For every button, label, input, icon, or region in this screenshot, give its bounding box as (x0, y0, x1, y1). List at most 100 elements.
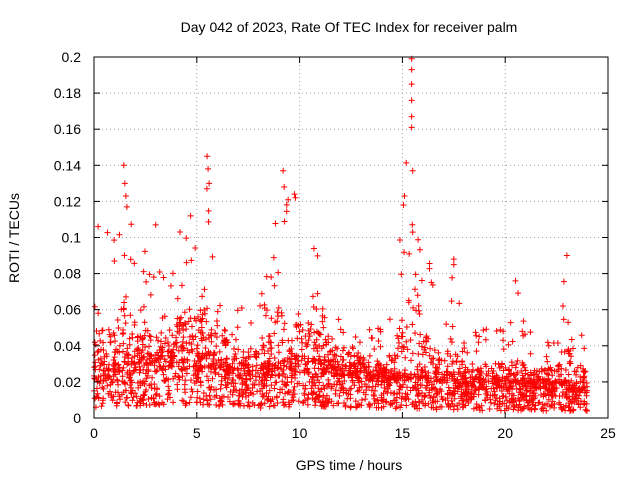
data-point (195, 350, 202, 357)
data-point (252, 348, 259, 355)
data-point (275, 364, 282, 371)
data-point (260, 370, 267, 377)
data-point (173, 334, 180, 341)
data-point (354, 403, 361, 410)
data-point (300, 399, 307, 406)
data-point (492, 397, 499, 404)
data-point (188, 346, 195, 353)
data-point (265, 348, 272, 355)
data-point (427, 375, 434, 382)
data-point (182, 321, 189, 328)
data-point (409, 167, 416, 174)
data-point (287, 359, 294, 366)
data-point (459, 348, 466, 355)
data-point (280, 370, 287, 377)
data-point (102, 370, 109, 377)
data-point (144, 327, 151, 334)
data-point (165, 383, 172, 390)
data-point (497, 378, 504, 385)
data-point (527, 350, 534, 357)
data-point (500, 328, 507, 335)
data-point (283, 208, 290, 215)
data-point (130, 394, 137, 401)
data-point (234, 365, 241, 372)
data-point (335, 361, 342, 368)
data-point (219, 332, 226, 339)
data-point (401, 249, 408, 256)
data-point (242, 357, 249, 364)
data-point (332, 387, 339, 394)
data-point (194, 388, 201, 395)
data-point (100, 376, 107, 383)
data-point (435, 357, 442, 364)
data-point (351, 382, 358, 389)
data-point (583, 400, 590, 407)
data-point (281, 183, 288, 190)
data-point (375, 377, 382, 384)
data-point (527, 329, 534, 336)
data-point (318, 373, 325, 380)
data-point (229, 360, 236, 367)
data-point (216, 348, 223, 355)
data-point (259, 334, 266, 341)
data-point (442, 397, 449, 404)
data-point (577, 398, 584, 405)
data-point (422, 344, 429, 351)
data-point (299, 327, 306, 334)
data-point (98, 403, 105, 410)
data-point (282, 390, 289, 397)
data-point (536, 383, 543, 390)
data-point (280, 167, 287, 174)
data-point (302, 385, 309, 392)
data-point (107, 333, 114, 340)
data-point (461, 391, 468, 398)
data-point (480, 327, 487, 334)
data-point (140, 366, 147, 373)
data-point (520, 392, 527, 399)
data-point (497, 407, 504, 414)
data-point (539, 401, 546, 408)
data-point (580, 376, 587, 383)
data-point (268, 345, 275, 352)
data-point (144, 350, 151, 357)
data-point (475, 339, 482, 346)
data-point (400, 372, 407, 379)
data-point (369, 373, 376, 380)
data-point (246, 370, 253, 377)
data-point (524, 371, 531, 378)
data-point (120, 162, 127, 169)
data-point (128, 384, 135, 391)
data-point (151, 381, 158, 388)
data-point (468, 390, 475, 397)
data-point (373, 367, 380, 374)
data-point (546, 386, 553, 393)
data-point (556, 393, 563, 400)
data-point (439, 371, 446, 378)
data-point (216, 395, 223, 402)
data-point (434, 376, 441, 383)
data-point (440, 374, 447, 381)
data-point (218, 356, 225, 363)
data-point (94, 349, 101, 356)
data-point (126, 341, 133, 348)
data-point (199, 337, 206, 344)
data-point (416, 340, 423, 347)
data-point (581, 389, 588, 396)
data-point (194, 375, 201, 382)
data-point (304, 401, 311, 408)
data-point (569, 407, 576, 414)
data-point (215, 371, 222, 378)
data-point (432, 370, 439, 377)
data-point (210, 357, 217, 364)
data-point (336, 379, 343, 386)
data-point (287, 365, 294, 372)
data-point (324, 365, 331, 372)
data-point (188, 257, 195, 264)
y-tick-label: 0.12 (54, 193, 81, 209)
data-point (177, 229, 184, 236)
data-point (203, 318, 210, 325)
data-point (319, 318, 326, 325)
data-point (188, 377, 195, 384)
data-point (431, 347, 438, 354)
data-point (122, 399, 129, 406)
